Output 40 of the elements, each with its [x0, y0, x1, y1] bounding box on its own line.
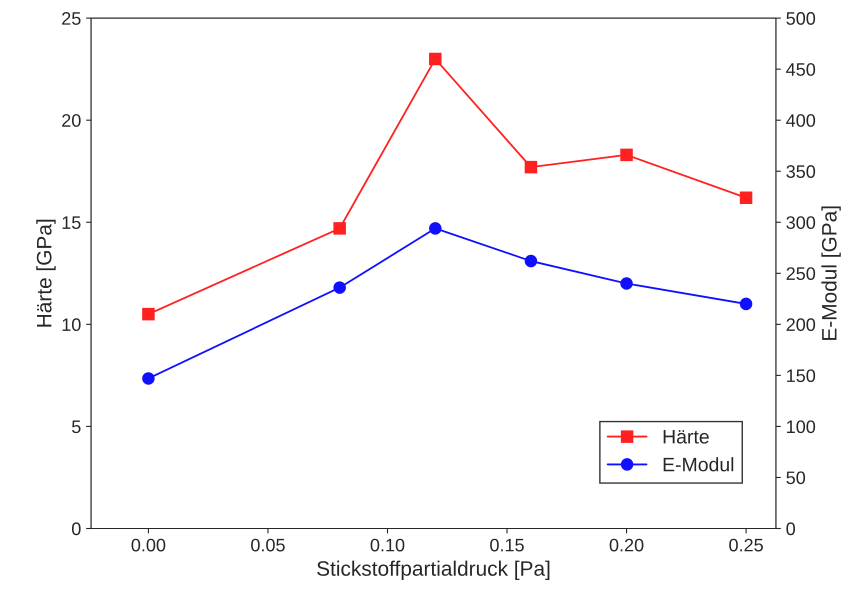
x-axis-title: Stickstoffpartialdruck [Pa]	[317, 560, 550, 580]
x-tick-label: 0.25	[729, 538, 763, 552]
y-tick-label: 20	[62, 114, 81, 127]
y2-tick-label: 450	[786, 63, 816, 76]
point	[620, 277, 633, 290]
point	[524, 254, 538, 268]
y2-tick-label: 500	[786, 12, 816, 25]
y2-tick-label: 200	[786, 318, 816, 332]
y-axis-title: Härte [GPa]	[36, 220, 56, 327]
y2-tick-label: 250	[786, 267, 816, 280]
y2-tick-label: 150	[787, 369, 816, 382]
point	[620, 148, 633, 162]
point	[333, 281, 346, 294]
y-tick-label: 0	[72, 522, 81, 536]
y2-tick-label: 100	[787, 420, 816, 434]
point	[740, 192, 752, 204]
y2-tick-label: 0	[786, 522, 796, 536]
y-tick-label: 25	[62, 12, 81, 25]
point	[333, 222, 346, 235]
y2-tick-label: 400	[786, 114, 816, 127]
y2-tick-label: 50	[786, 471, 806, 484]
x-tick-label: 0.20	[610, 538, 644, 552]
y2-tick-label: 300	[786, 216, 816, 229]
point	[142, 308, 155, 320]
x-tick-label: 0.00	[132, 538, 166, 552]
legend-label: E-Modul	[664, 457, 734, 472]
y2-axis-title: E-Modul [GPa]	[821, 206, 841, 340]
point	[524, 160, 538, 174]
point	[429, 52, 442, 66]
point	[740, 298, 752, 310]
y-tick-label: 15	[62, 216, 81, 229]
y2-tick-label: 350	[786, 165, 816, 178]
x-tick-label: 0.05	[251, 538, 285, 552]
point	[142, 372, 155, 385]
legend-label: Härte	[664, 430, 709, 444]
y-tick-label: 5	[72, 420, 81, 434]
x-tick-label: 0.10	[370, 538, 404, 552]
point	[429, 222, 442, 235]
x-tick-label: 0.15	[490, 538, 524, 552]
y-tick-label: 10	[62, 318, 81, 332]
